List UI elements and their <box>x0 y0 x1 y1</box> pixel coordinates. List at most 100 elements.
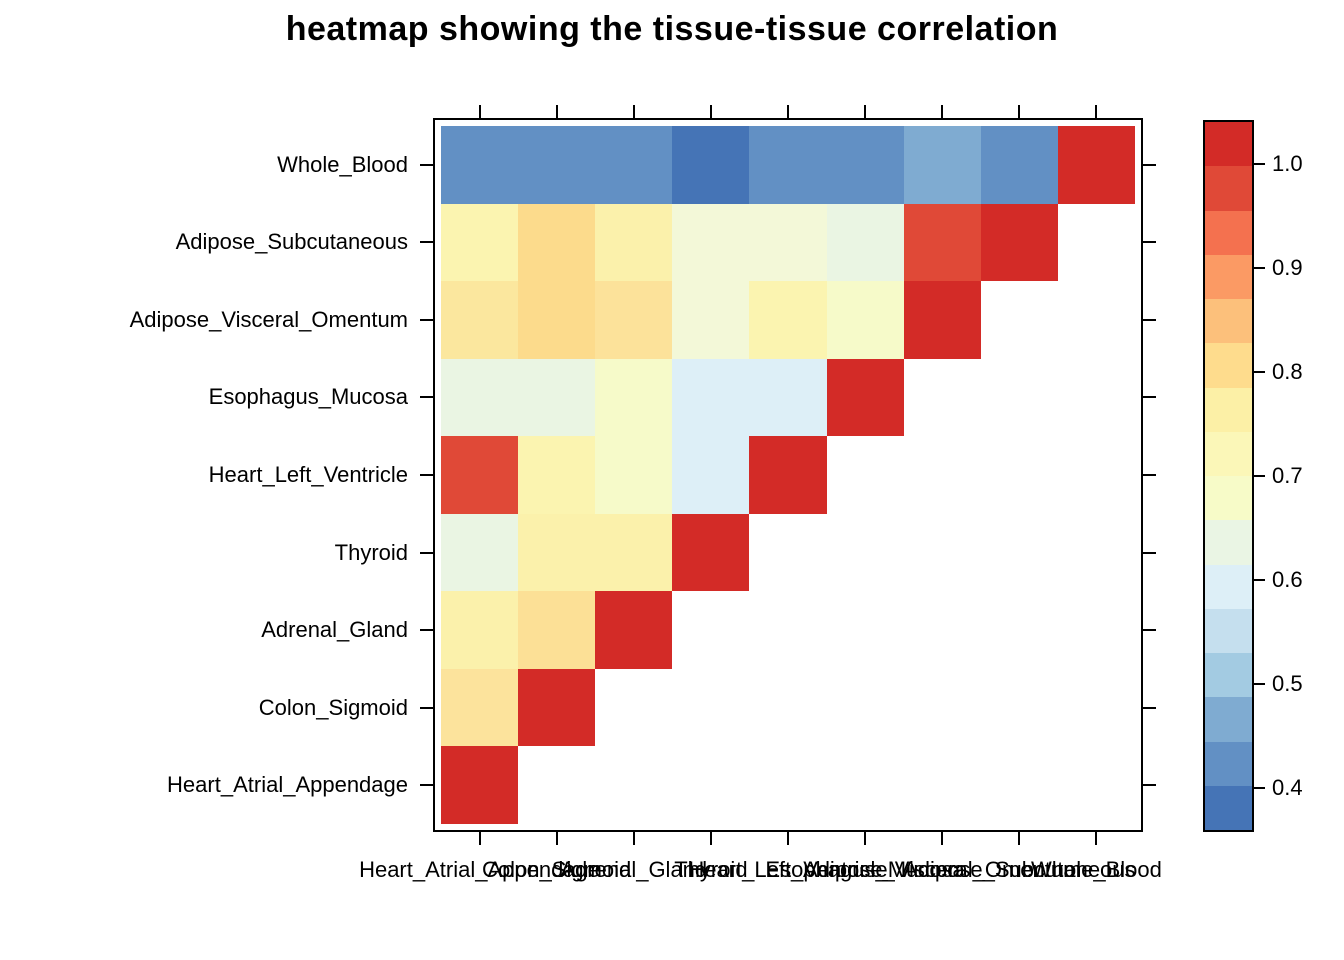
colorbar-segment <box>1205 653 1252 697</box>
x-axis-label: Adipose_Visceral_Omentum <box>803 857 1082 882</box>
y-axis-tick <box>1143 474 1156 476</box>
y-axis-label: Esophagus_Mucosa <box>208 384 408 410</box>
x-axis-tick <box>787 105 789 118</box>
heatmap-cell <box>518 436 595 514</box>
y-axis-label: Adipose_Subcutaneous <box>175 229 408 255</box>
heatmap-cell <box>672 281 749 359</box>
colorbar-segment <box>1205 565 1252 609</box>
heatmap-cell <box>827 359 904 436</box>
heatmap-cell <box>1058 126 1135 204</box>
colorbar-segment <box>1205 609 1252 653</box>
heatmap-cell <box>827 204 904 281</box>
colorbar-segment <box>1205 476 1252 520</box>
colorbar-tick-label: 0.9 <box>1272 254 1303 280</box>
x-axis-tick <box>864 105 867 118</box>
heatmap-cell <box>672 126 749 204</box>
y-axis-label: Whole_Blood <box>277 151 408 177</box>
y-axis-tick <box>420 474 433 476</box>
heatmap-cell <box>441 436 518 514</box>
y-axis-tick <box>1143 241 1156 244</box>
colorbar-tick-label: 0.7 <box>1272 463 1303 488</box>
y-axis-label: Heart_Atrial_Appendage <box>167 772 408 798</box>
heatmap-cell <box>441 126 518 204</box>
x-axis-tick <box>864 832 867 845</box>
heatmap-cell <box>672 359 749 436</box>
heatmap-cell <box>518 359 595 436</box>
heatmap-cell <box>518 204 595 281</box>
heatmap-cell <box>672 204 749 281</box>
heatmap-cell <box>518 514 595 591</box>
colorbar-tick-label: 1.0 <box>1272 150 1303 176</box>
colorbar-tick <box>1252 579 1265 582</box>
y-axis-label: Adipose_Visceral_Omentum <box>129 306 408 332</box>
colorbar-tick <box>1252 370 1265 373</box>
heatmap-cell <box>827 281 904 359</box>
x-axis-tick <box>478 105 481 118</box>
colorbar-segment <box>1205 432 1252 476</box>
heatmap-cell <box>595 281 672 359</box>
heatmap-cell <box>518 591 595 669</box>
heatmap-cell <box>441 669 518 746</box>
heatmap-cell <box>981 126 1058 204</box>
colorbar-segments <box>1205 122 1252 830</box>
x-axis-tick <box>1018 832 1021 845</box>
colorbar-tick <box>1252 787 1265 790</box>
heatmap-cell <box>595 436 672 514</box>
heatmap-cell <box>672 514 749 591</box>
heatmap-cell <box>595 514 672 591</box>
y-axis-tick <box>1143 163 1156 166</box>
colorbar-segment <box>1205 343 1252 388</box>
y-axis-tick <box>420 706 433 709</box>
heatmap-cell <box>904 281 981 359</box>
x-axis-tick <box>941 832 944 845</box>
colorbar-segment <box>1205 122 1252 166</box>
x-axis-tick <box>555 832 558 845</box>
x-axis-tick <box>941 105 944 118</box>
colorbar-tick-label: 0.4 <box>1272 775 1303 801</box>
heatmap-cell <box>981 204 1058 281</box>
chart-title: heatmap showing the tissue-tissue correl… <box>285 10 1059 48</box>
heatmap-cell <box>595 591 672 669</box>
heatmap-cell <box>672 436 749 514</box>
y-axis-label: Adrenal_Gland <box>261 617 408 643</box>
y-axis-tick <box>1143 551 1156 554</box>
x-axis-label: Whole_Blood <box>1031 857 1162 882</box>
x-axis-tick <box>1095 832 1098 845</box>
x-axis-label: Adipose_Subcutaneous <box>903 857 1136 882</box>
colorbar-segment <box>1205 742 1252 786</box>
colorbar-tick-label: 0.6 <box>1272 567 1303 593</box>
heatmap-cell <box>749 281 827 359</box>
colorbar-segment <box>1205 388 1252 432</box>
heatmap-cell <box>827 126 904 204</box>
heatmap-cell <box>441 204 518 281</box>
y-axis-tick <box>1143 706 1156 709</box>
x-axis-label: Adrenal_Gland <box>560 857 708 882</box>
x-axis-tick <box>632 832 635 845</box>
y-axis-tick <box>1143 784 1156 787</box>
heatmap-cell <box>749 359 827 436</box>
heatmap-cell-grid <box>441 126 1135 824</box>
y-axis-label: Colon_Sigmoid <box>258 694 408 720</box>
heatmap-cell <box>749 204 827 281</box>
y-axis-tick <box>1143 318 1156 321</box>
colorbar-tick-label: 0.5 <box>1272 671 1303 697</box>
y-axis-tick <box>420 551 433 554</box>
colorbar-segment <box>1205 697 1252 742</box>
y-axis-tick <box>420 318 433 321</box>
x-axis-tick <box>478 832 481 845</box>
y-axis-label: Heart_Left_Ventricle <box>208 462 408 487</box>
colorbar-segment <box>1205 211 1252 255</box>
x-axis-tick <box>709 832 712 845</box>
y-axis-tick <box>1143 396 1156 399</box>
heatmap-cell <box>518 281 595 359</box>
colorbar-segment <box>1205 520 1252 565</box>
heatmap-cell <box>441 591 518 669</box>
heatmap-panel <box>433 118 1143 832</box>
heatmap-cell <box>595 126 672 204</box>
heatmap-cell <box>441 746 518 824</box>
x-axis-label: Esophagus_Mucosa <box>765 857 965 882</box>
heatmap-cell <box>441 281 518 359</box>
y-axis-tick <box>420 163 433 166</box>
colorbar <box>1203 120 1254 832</box>
x-axis-tick <box>632 105 635 118</box>
